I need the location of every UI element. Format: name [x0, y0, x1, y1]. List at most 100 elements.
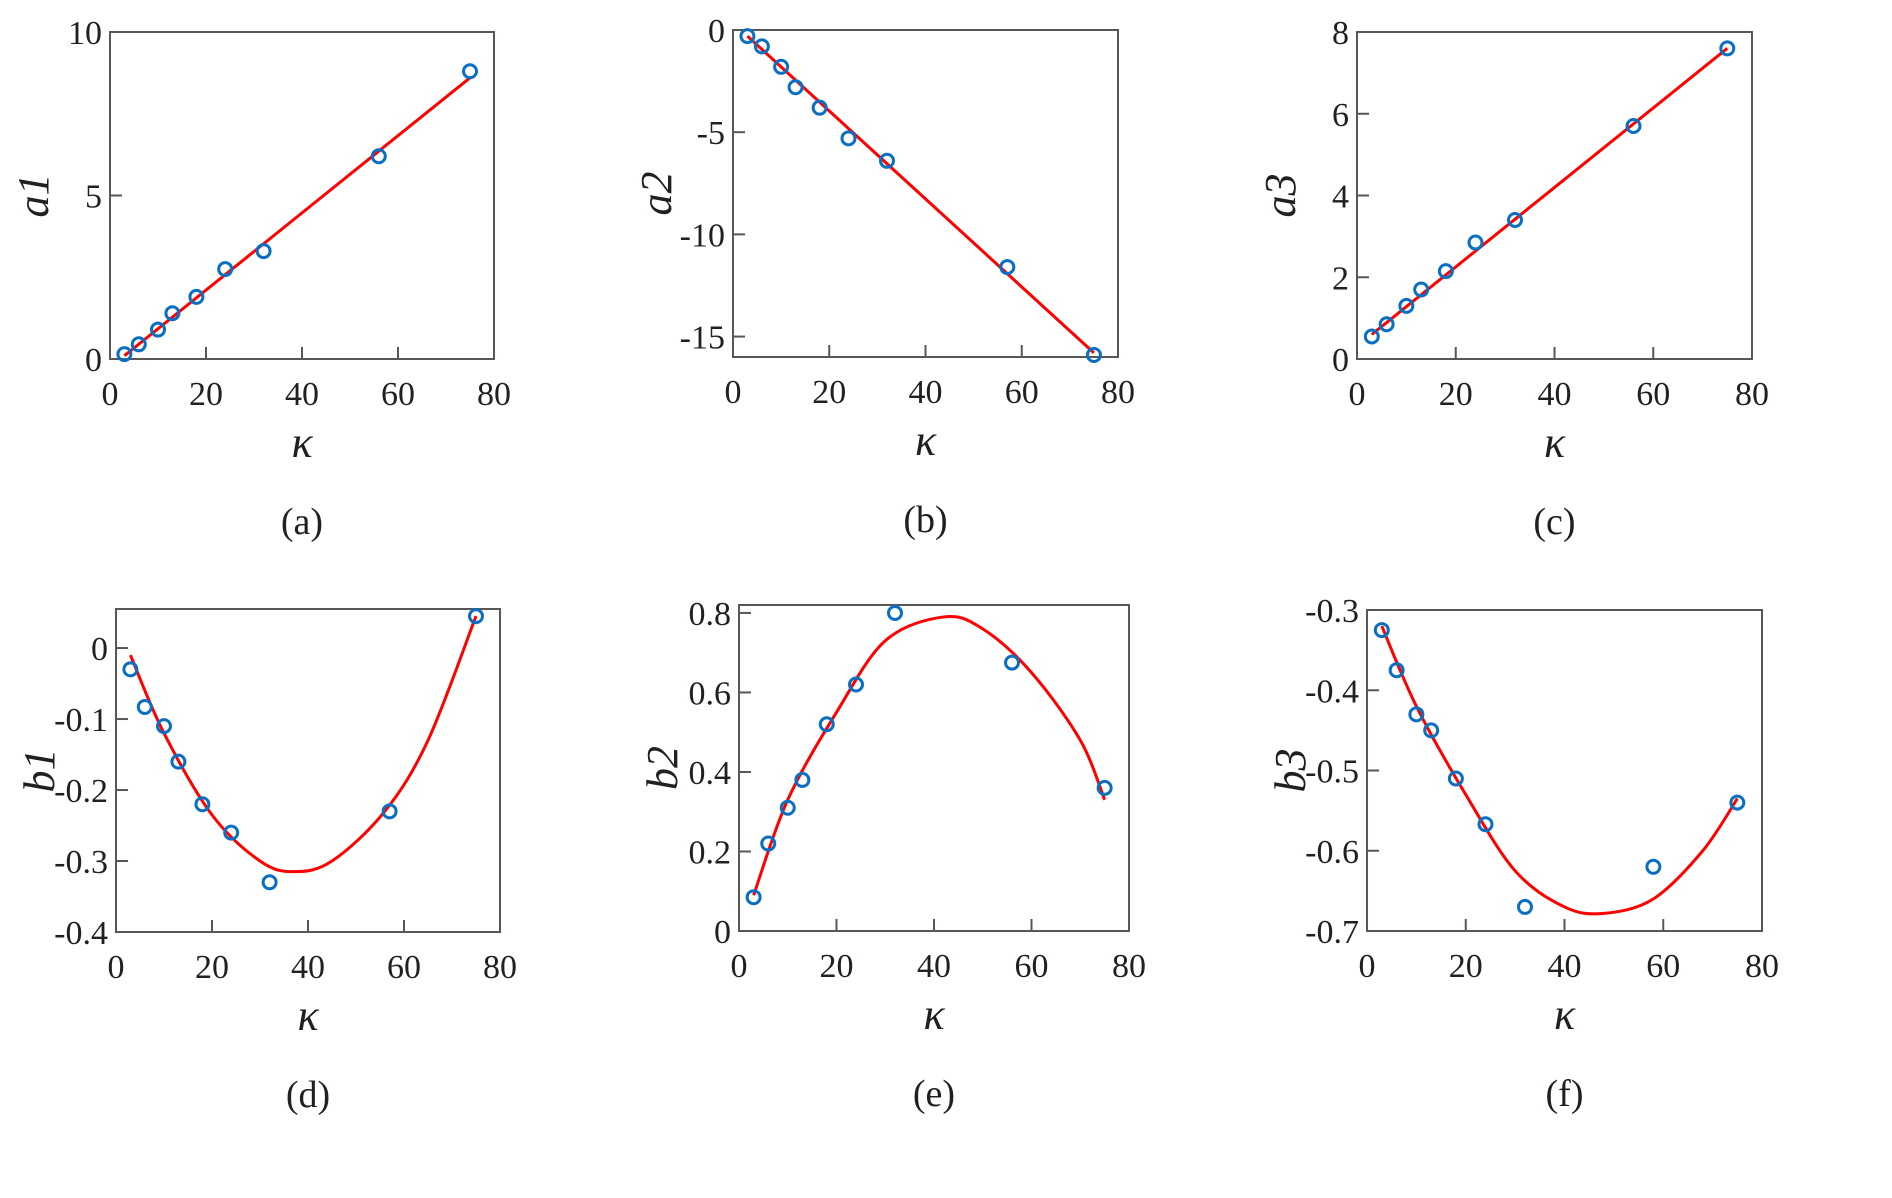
data-point: [1388, 662, 1405, 679]
x-tick-label: 20: [1449, 948, 1483, 985]
data-point: [1096, 779, 1113, 796]
fit-curve: [1370, 47, 1729, 336]
x-tick-label: 60: [1646, 948, 1680, 985]
data-point: [261, 874, 278, 891]
data-point: [1085, 346, 1102, 363]
plot-frame: [732, 29, 1119, 358]
y-axis-label: a1: [9, 174, 58, 218]
data-point: [773, 58, 790, 75]
panel-caption: (f): [1546, 1073, 1584, 1115]
data-point: [223, 824, 240, 841]
data-point: [1507, 212, 1523, 229]
y-tick-label: 5: [85, 179, 102, 216]
y-tick-label: -15: [680, 320, 725, 357]
x-tick-label: 60: [1636, 376, 1670, 413]
x-tick-label: 0: [108, 949, 125, 986]
y-tick-label: 4: [1332, 179, 1349, 216]
fit-curve: [123, 76, 471, 357]
data-point: [370, 148, 387, 165]
x-tick-label: 80: [1112, 948, 1146, 985]
x-tick-label: 80: [1735, 376, 1769, 413]
x-tick-label: 20: [1439, 376, 1473, 413]
data-point: [255, 243, 272, 260]
y-tick-label: 8: [1332, 15, 1349, 52]
fit-curve: [1380, 625, 1739, 916]
x-axis-label: κ: [1544, 418, 1566, 467]
data-point: [188, 288, 205, 305]
y-axis-label: b3: [1266, 749, 1315, 793]
y-axis-label: b1: [15, 749, 64, 793]
data-point: [217, 261, 234, 278]
fit-curve: [129, 615, 478, 874]
data-point: [468, 608, 484, 625]
data-point: [811, 99, 828, 116]
data-point: [1447, 770, 1464, 787]
data-point: [170, 753, 187, 770]
x-tick-label: 20: [812, 374, 846, 411]
x-tick-label: 60: [1005, 374, 1039, 411]
data-point: [840, 130, 857, 147]
x-axis-label: κ: [915, 416, 937, 465]
data-point: [1645, 858, 1662, 875]
panel-caption: (e): [913, 1073, 955, 1115]
y-tick-label: -10: [680, 217, 725, 254]
y-tick-label: -0.3: [54, 844, 108, 881]
data-point: [130, 336, 147, 353]
data-point: [753, 38, 770, 55]
x-tick-label: 0: [102, 376, 119, 413]
data-point: [760, 835, 777, 852]
data-point: [887, 604, 903, 621]
data-point: [1408, 706, 1425, 723]
data-point: [1363, 328, 1380, 345]
data-point: [794, 771, 811, 788]
panel-caption: (d): [286, 1074, 330, 1116]
data-point: [1517, 898, 1533, 915]
x-tick-label: 80: [477, 376, 511, 413]
data-point: [1373, 622, 1390, 639]
plot-frame: [1356, 31, 1753, 360]
data-point: [1423, 722, 1440, 739]
data-point: [999, 259, 1016, 276]
data-point: [879, 152, 895, 169]
chart-panel-c: 0 20 40 60 80 0 2 4 6 8 κ a3 (c): [1256, 15, 1769, 543]
x-tick-label: 60: [387, 949, 421, 986]
y-tick-label: -0.6: [1305, 834, 1359, 871]
chart-panel-f: 0 20 40 60 80 -0.3 -0.4 -0.5 -0.6 -0.7 κ b3 (f): [1266, 593, 1779, 1115]
y-tick-label: 0.4: [689, 755, 732, 792]
y-tick-label: 0: [91, 631, 108, 668]
y-tick-label: 0: [708, 13, 725, 50]
x-tick-label: 40: [909, 374, 943, 411]
y-tick-label: 2: [1332, 260, 1349, 297]
data-point: [136, 698, 153, 715]
data-point: [1719, 40, 1736, 57]
y-axis-label: b2: [638, 746, 687, 790]
y-tick-label: -0.3: [1305, 593, 1359, 630]
y-tick-label: 0: [85, 342, 102, 379]
chart-panel-b: 0 20 40 60 80 0 -5 -10 -15 κ a2 (b): [632, 13, 1135, 541]
data-point: [194, 796, 211, 813]
data-point: [150, 321, 166, 338]
x-tick-label: 40: [291, 949, 325, 986]
data-point: [164, 305, 181, 322]
plot-frame: [1366, 609, 1763, 932]
x-tick-label: 80: [483, 949, 517, 986]
plot-frame: [738, 604, 1130, 932]
data-point: [122, 661, 139, 678]
data-point: [1398, 297, 1415, 314]
chart-panel-d: 0 20 40 60 80 0 -0.1 -0.2 -0.3 -0.4 κ b1 (d): [15, 608, 517, 1116]
y-tick-label: 0.2: [689, 834, 732, 871]
data-point: [739, 28, 756, 45]
data-point: [1378, 316, 1395, 333]
x-tick-label: 40: [1548, 948, 1582, 985]
x-tick-label: 80: [1101, 374, 1135, 411]
data-point: [745, 889, 762, 906]
data-point: [156, 718, 172, 735]
y-tick-label: 0: [1332, 342, 1349, 379]
data-point: [116, 346, 133, 363]
y-tick-label: -0.4: [54, 915, 108, 952]
x-axis-label: κ: [1554, 990, 1576, 1039]
y-tick-label: -0.4: [1305, 673, 1359, 710]
y-tick-label: -0.1: [54, 702, 108, 739]
data-point: [462, 63, 478, 80]
